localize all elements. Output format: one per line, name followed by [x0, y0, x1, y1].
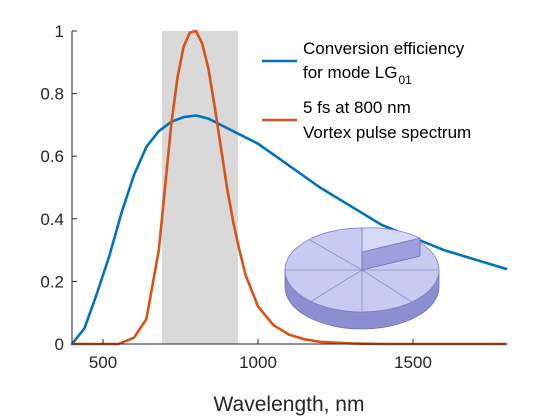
shaded-wavelength-band: [161, 31, 238, 344]
y-tick-label: 0.6: [40, 147, 64, 166]
plate-raised-sector: [361, 227, 422, 253]
spiral-phase-plate-illustration: [284, 227, 440, 330]
legend-label-pulse-duration: 5 fs at 800 nm: [303, 98, 411, 117]
y-tick-label: 0.8: [40, 85, 64, 104]
legend-label-conversion-efficiency: Conversion efficiency: [303, 39, 465, 58]
x-tick-label: 1000: [239, 353, 277, 372]
y-tick-label: 1: [55, 22, 64, 41]
y-tick-label: 0.4: [40, 210, 64, 229]
x-axis-title: Wavelength, nm: [214, 393, 365, 416]
y-tick-label: 0.2: [40, 272, 64, 291]
series-layer: [70, 29, 508, 346]
axes-layer: 500 1000 1500 0 0.2 0.4 0.6 0.8 1 Wavelength, nm: [40, 22, 506, 416]
series-line-conversion-efficiency: [70, 114, 508, 346]
legend-label-vortex-pulse-spectrum: Vortex pulse spectrum: [303, 123, 471, 142]
series-line-vortex-pulse-spectrum: [70, 29, 508, 346]
x-tick-label: 500: [89, 353, 117, 372]
legend: Conversion efficiency for mode LG 01 5 fs a…: [262, 39, 471, 142]
shaded-band-layer: [161, 31, 238, 344]
legend-label-mode: for mode LG: [303, 63, 398, 82]
legend-label-mode-subscript: 01: [399, 73, 413, 87]
x-tick-label: 1500: [394, 353, 432, 372]
y-tick-label: 0: [55, 335, 64, 354]
